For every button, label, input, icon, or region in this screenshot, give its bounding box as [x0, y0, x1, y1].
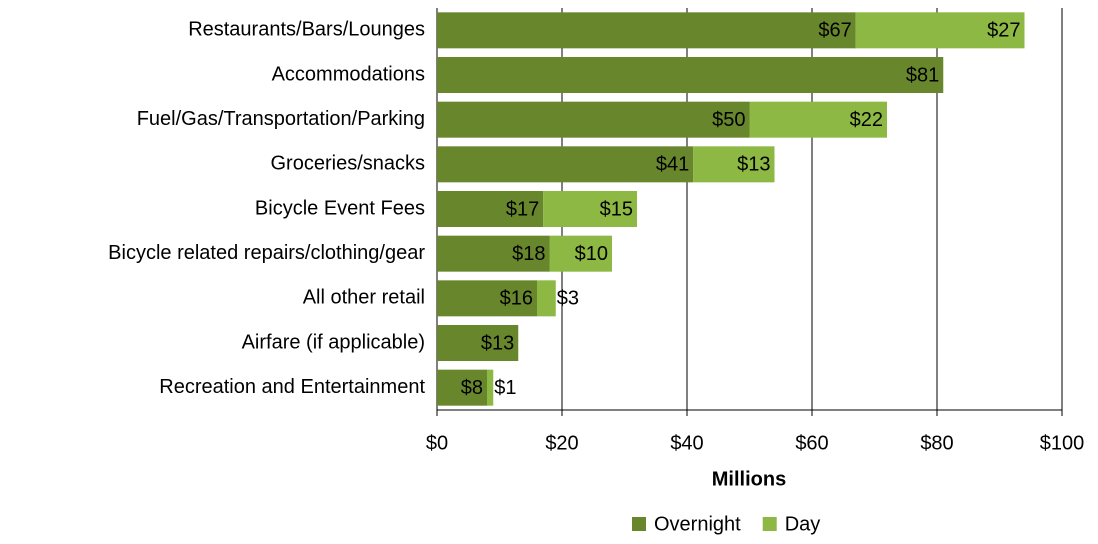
- data-label: $22: [850, 109, 883, 131]
- bar-segment: [437, 12, 856, 49]
- x-tick-label: $20: [545, 432, 578, 454]
- bar-segment: [437, 369, 487, 406]
- x-tick-label: $100: [1040, 432, 1085, 454]
- bar-segment: [537, 280, 556, 317]
- bar-segment: [437, 146, 694, 183]
- y-tick-label: Bicycle related repairs/clothing/gear: [108, 242, 425, 264]
- x-tick-label: $60: [795, 432, 828, 454]
- y-tick-label: Recreation and Entertainment: [159, 376, 425, 398]
- legend-swatch: [762, 517, 777, 531]
- x-tick-label: $80: [920, 432, 953, 454]
- bar-segment: [855, 12, 1025, 49]
- data-label: $67: [818, 20, 851, 42]
- y-tick-label: Restaurants/Bars/Lounges: [188, 19, 425, 41]
- legend-swatch: [632, 517, 646, 531]
- bar-segment: [487, 369, 494, 406]
- data-label: $10: [575, 243, 608, 265]
- y-tick-label: Bicycle Event Fees: [255, 197, 425, 219]
- legend-label: Day: [785, 513, 821, 535]
- y-tick-label: All other retail: [303, 287, 425, 309]
- bar-segment: [549, 235, 612, 272]
- y-tick-label: Groceries/snacks: [271, 153, 426, 175]
- data-label: $15: [600, 198, 633, 220]
- bar-segment: [437, 191, 544, 227]
- bar-segment: [437, 57, 944, 93]
- data-label: $1: [494, 377, 516, 399]
- bar-segment: [437, 280, 537, 317]
- bar-segment: [693, 146, 775, 183]
- data-label: $8: [461, 377, 483, 399]
- data-label: $81: [906, 64, 939, 86]
- x-tick-label: $0: [426, 432, 448, 454]
- data-label: $50: [712, 109, 745, 131]
- bar-segment: [437, 101, 750, 138]
- y-tick-label: Accommodations: [272, 63, 425, 85]
- data-label: $13: [481, 332, 514, 354]
- bar-segment: [437, 325, 519, 361]
- bar-segment: [749, 101, 887, 138]
- data-label: $17: [506, 198, 539, 220]
- y-tick-label: Airfare (if applicable): [242, 331, 425, 353]
- data-label: $18: [512, 243, 545, 265]
- legend-label: Overnight: [654, 513, 741, 535]
- data-label: $3: [557, 288, 579, 310]
- x-tick-label: $40: [670, 432, 703, 454]
- data-label: $41: [656, 154, 689, 176]
- data-label: $13: [737, 154, 770, 176]
- bar-segment: [437, 235, 550, 272]
- bar-segment: [543, 191, 637, 227]
- data-label: $27: [987, 20, 1020, 42]
- y-tick-label: Fuel/Gas/Transportation/Parking: [137, 108, 425, 130]
- data-label: $16: [500, 288, 533, 310]
- x-axis-label: Millions: [712, 468, 786, 490]
